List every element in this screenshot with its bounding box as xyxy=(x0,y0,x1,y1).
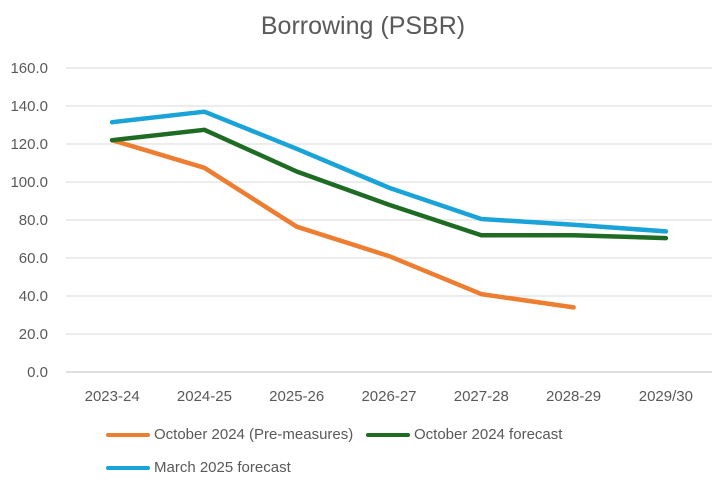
series-line-1 xyxy=(109,127,669,241)
y-tick-label: 160.0 xyxy=(10,60,48,77)
y-tick-label: 140.0 xyxy=(10,98,48,115)
y-tick-label: 0.0 xyxy=(27,364,48,381)
gridlines xyxy=(66,67,712,373)
y-tick-label: 20.0 xyxy=(19,326,48,343)
x-tick-label: 2028-29 xyxy=(546,388,601,405)
y-tick-label: 40.0 xyxy=(19,288,48,305)
x-tick-label: 2025-26 xyxy=(269,388,324,405)
x-tick-label: 2023-24 xyxy=(85,388,140,405)
y-tick-label: 120.0 xyxy=(10,136,48,153)
y-tick-label: 60.0 xyxy=(19,250,48,267)
x-axis-tick-labels: 2023-24 2024-25 2025-26 2026-27 2027-28 2028-… xyxy=(85,388,693,405)
x-tick-label: 2024-25 xyxy=(177,388,232,405)
series-line-2 xyxy=(109,109,669,234)
x-tick-label: 2026-27 xyxy=(361,388,416,405)
y-tick-label: 80.0 xyxy=(19,212,48,229)
x-tick-label: 2029/30 xyxy=(639,388,693,405)
series-line-0 xyxy=(109,137,576,310)
y-tick-label: 100.0 xyxy=(10,174,48,191)
series-lines xyxy=(109,109,669,310)
x-tick-label: 2027-28 xyxy=(454,388,509,405)
y-axis-tick-labels: 0.0 20.0 40.0 60.0 80.0 100.0 120.0 140.0 160.0 xyxy=(10,60,48,381)
chart-title: Borrowing (PSBR) xyxy=(260,12,466,40)
